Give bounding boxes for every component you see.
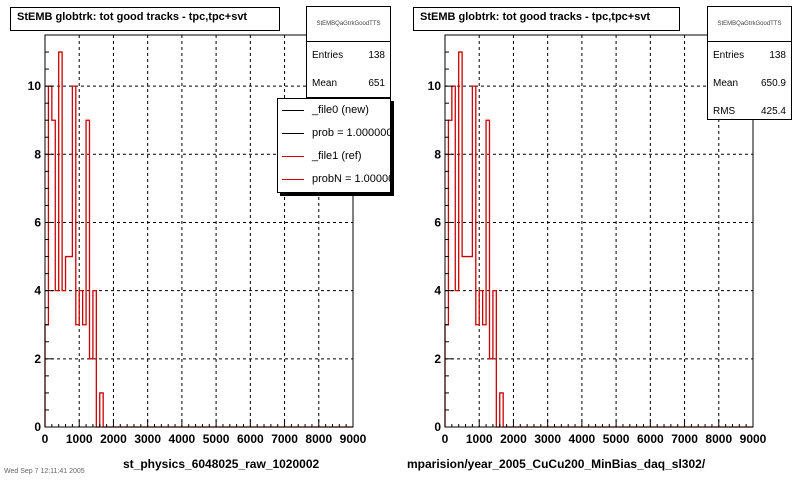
stats-entries-value: 138 — [769, 50, 786, 61]
stats-entries-value: 138 — [368, 50, 385, 61]
x-tick-label: 6000 — [637, 432, 664, 446]
y-tick-label: 0 — [34, 420, 41, 434]
plot-frame — [444, 34, 754, 428]
x-tick-label: 3000 — [534, 432, 561, 446]
x-tick-label: 4000 — [569, 432, 596, 446]
y-tick-label: 6 — [34, 215, 41, 229]
legend-line-red — [282, 179, 304, 180]
y-tick-label: 4 — [34, 284, 41, 298]
x-axis-title-right: mparision/year_2005_CuCu200_MinBias_daq_… — [407, 457, 706, 471]
y-tick-label: 10 — [428, 79, 442, 93]
stats-mean-row: Mean 650.9 — [708, 70, 791, 98]
stats-rms-value: 425.4 — [760, 106, 786, 117]
stats-entries-row: Entries 138 — [708, 42, 791, 70]
stats-name: StEMBQaGtrkGoodTTS — [307, 7, 390, 42]
legend-line-black — [282, 110, 304, 111]
legend-label: prob = 1.000000 — [312, 127, 391, 139]
legend-line-black — [282, 133, 304, 134]
x-axis-title-left: st_physics_6048025_raw_1020002 — [123, 457, 320, 471]
stats-entries-row: Entries 138 — [307, 42, 390, 70]
y-tick-label: 2 — [434, 352, 441, 366]
chart-title-left: StEMB globtrk: tot good tracks - tpc,tpc… — [10, 7, 280, 31]
y-tick-label: 8 — [434, 147, 441, 161]
stats-mean-value: 650.9 — [760, 78, 786, 89]
stats-entries-label: Entries — [312, 50, 344, 61]
x-tick-label: 9000 — [340, 432, 367, 446]
x-tick-label: 7000 — [271, 432, 298, 446]
stats-mean-row: Mean 651 — [307, 70, 390, 98]
stats-rms-label: RMS — [713, 106, 736, 117]
stats-box-right: StEMBQaGtrkGoodTTS Entries 138 Mean 650.… — [707, 6, 792, 120]
legend-left: _file0 (new) prob = 1.000000 _file1 (ref… — [277, 98, 391, 193]
legend-label: probN = 1.000000 — [312, 173, 390, 185]
x-tick-label: 6000 — [237, 432, 264, 446]
legend-label: _file0 (new) — [312, 104, 369, 116]
y-tick-label: 6 — [434, 215, 441, 229]
x-tick-label: 2000 — [100, 432, 127, 446]
stats-mean-label: Mean — [312, 78, 338, 89]
x-tick-label: 2000 — [500, 432, 527, 446]
x-tick-label: 8000 — [705, 432, 732, 446]
stats-name: StEMBQaGtrkGoodTTS — [708, 7, 791, 42]
x-tick-label: 0 — [442, 432, 449, 446]
x-tick-label: 9000 — [740, 432, 767, 446]
y-tick-label: 2 — [34, 352, 41, 366]
stats-rms-row: RMS 425.4 — [708, 98, 791, 126]
x-tick-label: 1000 — [66, 432, 93, 446]
legend-entry: prob = 1.000000 — [278, 122, 390, 145]
x-tick-label: 0 — [42, 432, 49, 446]
x-tick-label: 3000 — [134, 432, 161, 446]
x-tick-label: 1000 — [466, 432, 493, 446]
y-tick-label: 8 — [34, 147, 41, 161]
stats-mean-value: 651 — [368, 78, 385, 89]
stats-mean-label: Mean — [713, 78, 739, 89]
stats-entries-label: Entries — [713, 50, 745, 61]
legend-entry: probN = 1.000000 — [278, 168, 390, 191]
x-tick-label: 8000 — [305, 432, 332, 446]
x-tick-label: 5000 — [603, 432, 630, 446]
legend-entry: _file0 (new) — [278, 99, 390, 122]
y-tick-label: 10 — [28, 79, 42, 93]
x-tick-label: 4000 — [169, 432, 196, 446]
footer-timestamp: Wed Sep 7 12:11:41 2005 — [4, 468, 85, 475]
plot-frame — [44, 34, 354, 428]
stats-box-left: StEMBQaGtrkGoodTTS Entries 138 Mean 651 — [306, 6, 391, 98]
chart-title-right: StEMB globtrk: tot good tracks - tpc,tpc… — [413, 7, 680, 31]
x-tick-label: 7000 — [671, 432, 698, 446]
legend-line-red — [282, 156, 304, 157]
legend-entry: _file1 (ref) — [278, 145, 390, 168]
legend-label: _file1 (ref) — [312, 150, 362, 162]
y-tick-label: 0 — [434, 420, 441, 434]
x-tick-label: 5000 — [203, 432, 230, 446]
y-tick-label: 4 — [434, 284, 441, 298]
